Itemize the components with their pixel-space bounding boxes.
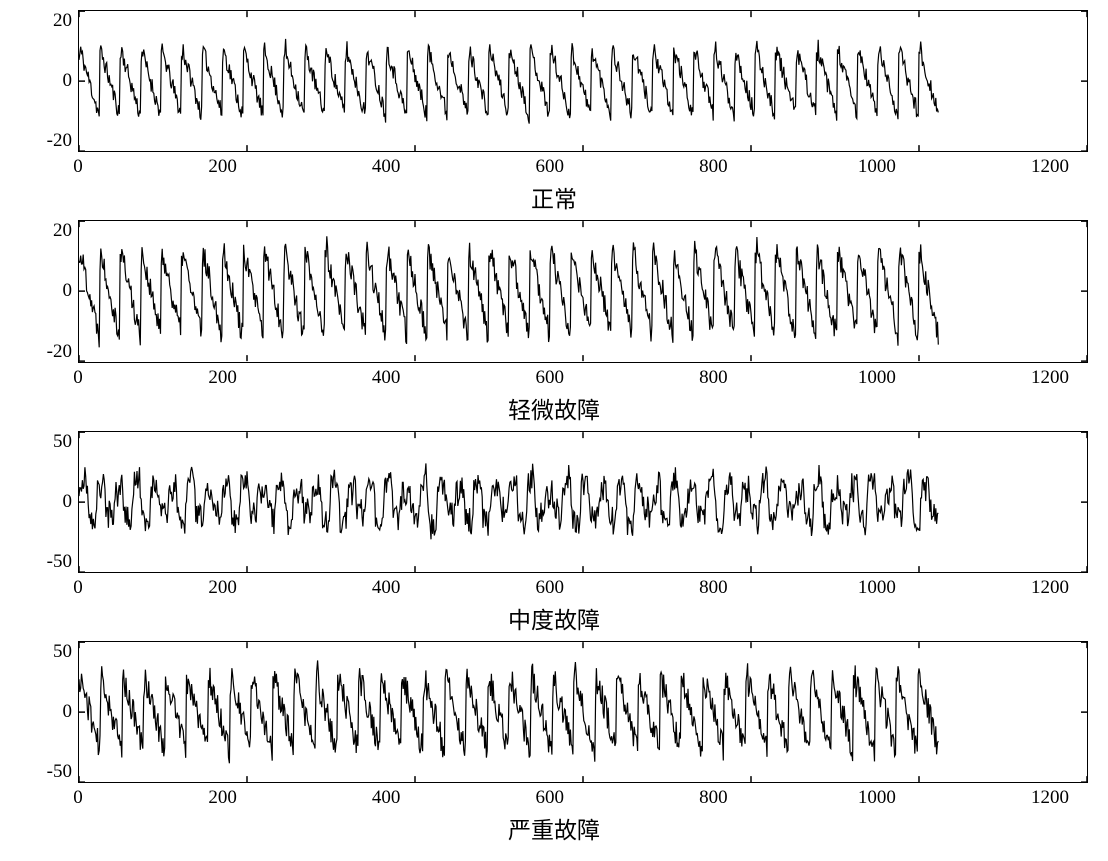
xtick-label: 0 — [73, 367, 83, 389]
xtick-label: 400 — [372, 577, 401, 599]
ytick-label: 50 — [53, 431, 72, 453]
xtick-label: 800 — [699, 577, 728, 599]
xtick-label: 800 — [699, 156, 728, 178]
xtick-label: 1200 — [1031, 156, 1069, 178]
panel-title-minor: 轻微故障 — [508, 389, 600, 431]
ytick-label: -20 — [47, 341, 72, 363]
plot-box-severe — [78, 641, 1088, 783]
panel-minor: 20 0 -20 0 200 400 600 800 1000 1200 轻微故… — [20, 220, 1088, 430]
ytick-label: 0 — [63, 70, 73, 92]
plot-box-minor — [78, 220, 1088, 362]
panel-title-normal: 正常 — [531, 178, 577, 220]
signal-svg — [79, 221, 1087, 361]
xticks: 0 200 400 600 800 1000 1200 — [78, 363, 1088, 389]
xtick-label: 1200 — [1031, 367, 1069, 389]
ytick-label: 0 — [63, 280, 73, 302]
xticks: 0 200 400 600 800 1000 1200 — [78, 152, 1088, 178]
xtick-label: 0 — [73, 156, 83, 178]
panel-normal: 20 0 -20 0 200 400 600 800 1000 1200 正常 — [20, 10, 1088, 220]
xtick-label: 1000 — [858, 367, 896, 389]
xtick-label: 600 — [535, 787, 564, 809]
yticks-normal: 20 0 -20 — [20, 10, 78, 152]
xticks: 0 200 400 600 800 1000 1200 — [78, 573, 1088, 599]
signal-svg — [79, 432, 1087, 572]
xaxis-row: 0 200 400 600 800 1000 1200 — [20, 152, 1088, 178]
plot-area-moderate: 50 0 -50 — [20, 431, 1088, 573]
xtick-label: 600 — [535, 367, 564, 389]
panel-moderate: 50 0 -50 0 200 400 600 800 1000 1200 中度故… — [20, 431, 1088, 641]
ytick-label: 50 — [53, 641, 72, 663]
plot-area-minor: 20 0 -20 — [20, 220, 1088, 362]
yticks-severe: 50 0 -50 — [20, 641, 78, 783]
ytick-label: 0 — [63, 491, 73, 513]
xtick-label: 800 — [699, 787, 728, 809]
xaxis-row: 0 200 400 600 800 1000 1200 — [20, 363, 1088, 389]
xtick-label: 1200 — [1031, 577, 1069, 599]
xtick-label: 800 — [699, 367, 728, 389]
chart-stack: 20 0 -20 0 200 400 600 800 1000 1200 正常 — [20, 10, 1088, 851]
plot-area-normal: 20 0 -20 — [20, 10, 1088, 152]
ytick-label: 20 — [53, 10, 72, 32]
panel-title-moderate: 中度故障 — [508, 599, 600, 641]
xtick-label: 200 — [208, 577, 237, 599]
xtick-label: 400 — [372, 156, 401, 178]
signal-svg — [79, 642, 1087, 782]
xtick-label: 400 — [372, 367, 401, 389]
plot-area-severe: 50 0 -50 — [20, 641, 1088, 783]
xtick-label: 200 — [208, 367, 237, 389]
xaxis-row: 0 200 400 600 800 1000 1200 — [20, 783, 1088, 809]
xtick-label: 400 — [372, 787, 401, 809]
xtick-label: 200 — [208, 156, 237, 178]
xtick-label: 1000 — [858, 156, 896, 178]
signal-svg — [79, 11, 1087, 151]
yticks-moderate: 50 0 -50 — [20, 431, 78, 573]
xtick-label: 1000 — [858, 577, 896, 599]
xticks: 0 200 400 600 800 1000 1200 — [78, 783, 1088, 809]
ytick-label: 20 — [53, 220, 72, 242]
xtick-label: 1000 — [858, 787, 896, 809]
xtick-label: 0 — [73, 577, 83, 599]
xtick-label: 600 — [535, 577, 564, 599]
ytick-label: -50 — [47, 761, 72, 783]
xtick-label: 200 — [208, 787, 237, 809]
xtick-label: 600 — [535, 156, 564, 178]
ytick-label: 0 — [63, 701, 73, 723]
panel-severe: 50 0 -50 0 200 400 600 800 1000 1200 严重故… — [20, 641, 1088, 851]
xaxis-row: 0 200 400 600 800 1000 1200 — [20, 573, 1088, 599]
xtick-label: 1200 — [1031, 787, 1069, 809]
plot-box-normal — [78, 10, 1088, 152]
panel-title-severe: 严重故障 — [508, 809, 600, 851]
ytick-label: -20 — [47, 130, 72, 152]
xtick-label: 0 — [73, 787, 83, 809]
ytick-label: -50 — [47, 551, 72, 573]
plot-box-moderate — [78, 431, 1088, 573]
yticks-minor: 20 0 -20 — [20, 220, 78, 362]
